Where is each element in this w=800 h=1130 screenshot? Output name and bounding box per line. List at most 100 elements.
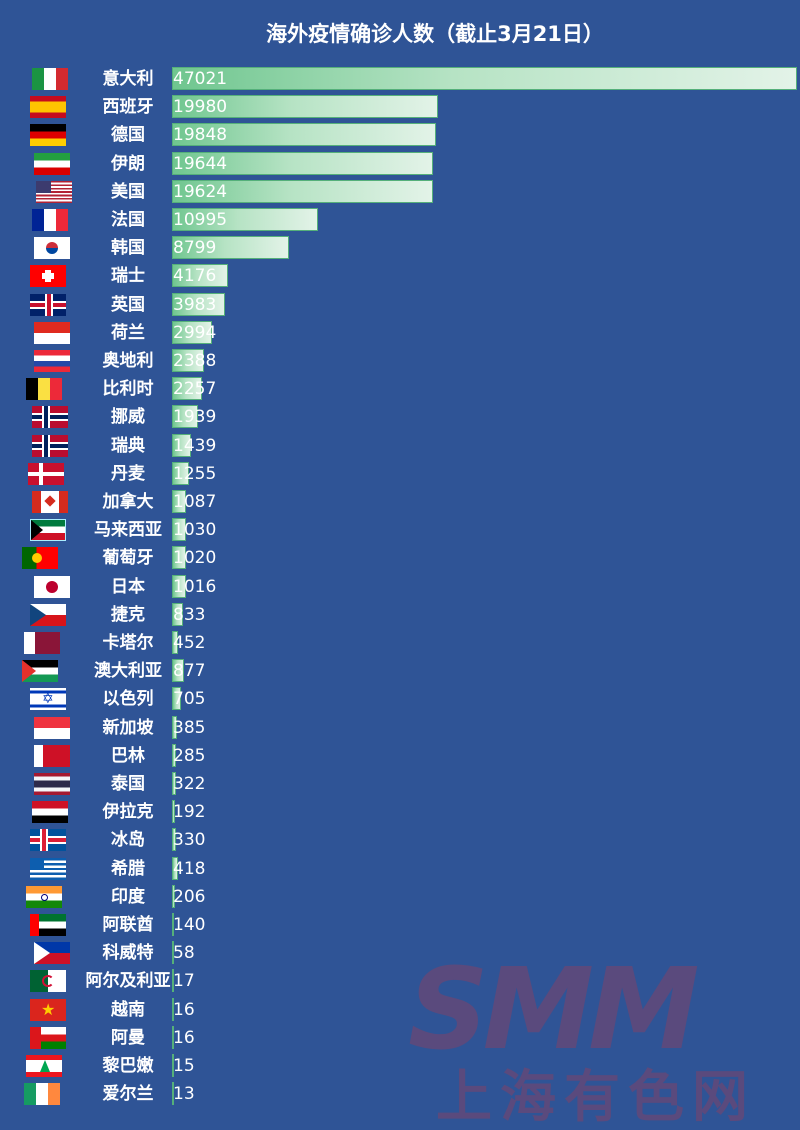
country-label: 葡萄牙 [102, 548, 154, 569]
flag-icon-iq [32, 801, 68, 824]
country-label: 伊拉克 [102, 802, 154, 823]
value-label: 16 [173, 999, 195, 1020]
country-label: 卡塔尔 [102, 633, 154, 653]
bar [172, 236, 289, 260]
flag-icon-ph [34, 942, 70, 965]
flag-icon-qa [24, 632, 60, 654]
flag-icon-fr [32, 209, 68, 231]
chart-row: 意大利 47021 [0, 65, 800, 93]
chart-row: 泰国 322 [0, 770, 800, 798]
country-label: 印度 [111, 886, 145, 907]
bar [172, 264, 228, 288]
value-label: 2257 [173, 379, 217, 400]
chart-row: 比利时 2257 [0, 375, 800, 403]
value-label: 452 [173, 633, 206, 653]
country-label: 阿尔及利亚 [85, 971, 171, 992]
bar [172, 884, 175, 908]
chart-row: 阿尔及利亚 17 [0, 967, 800, 995]
chart-row: 阿曼 16 [0, 1024, 800, 1052]
country-label: 科威特 [102, 943, 154, 964]
chart-row: 冰岛 330 [0, 826, 800, 854]
value-label: 385 [173, 717, 206, 738]
chart-row: 科威特 58 [0, 939, 800, 967]
value-label: 192 [173, 802, 206, 823]
flag-icon-no [32, 406, 68, 429]
country-label: 黎巴嫩 [102, 1056, 154, 1076]
country-label: 意大利 [102, 69, 154, 89]
chart-row: 黎巴嫩 15 [0, 1052, 800, 1080]
value-label: 8799 [173, 238, 217, 259]
country-label: 荷兰 [111, 322, 145, 343]
country-label: 泰国 [111, 774, 145, 794]
flag-icon-nl [34, 321, 70, 344]
value-label: 418 [173, 858, 206, 879]
value-label: 10995 [173, 210, 228, 230]
chart-row: 以色列 705 [0, 685, 800, 713]
flag-icon-om [30, 1026, 66, 1049]
flag-icon-dk [28, 462, 64, 485]
flag-icon-kr [34, 237, 70, 260]
bar [172, 772, 177, 795]
flag-icon-no [32, 434, 68, 457]
country-label: 巴林 [111, 745, 145, 766]
bar [172, 377, 202, 401]
country-label: 澳大利亚 [94, 661, 162, 682]
chart-row: 马来西亚 1030 [0, 516, 800, 544]
chart-row: 英国 3983 [0, 291, 800, 319]
value-label: 58 [173, 943, 195, 964]
chart-row: 捷克 833 [0, 601, 800, 629]
bar [172, 292, 225, 316]
chart-row: 伊朗 19644 [0, 150, 800, 178]
bar [172, 828, 177, 852]
flag-icon-de [30, 124, 66, 147]
bar [172, 405, 198, 429]
bar [172, 67, 797, 90]
flag-icon-bh [34, 744, 70, 767]
value-label: 1439 [173, 435, 217, 456]
bar [172, 941, 174, 965]
value-label: 1016 [173, 576, 217, 597]
chart-row: 伊拉克 192 [0, 798, 800, 826]
value-label: 833 [173, 604, 206, 625]
chart-row: 阿联酋 140 [0, 911, 800, 939]
bar [172, 179, 433, 203]
chart-row: 德国 19848 [0, 121, 800, 149]
flag-icon-gb [30, 293, 66, 316]
country-label: 以色列 [102, 689, 154, 710]
chart-row: 印度 206 [0, 883, 800, 911]
bar [172, 123, 436, 147]
country-label: 美国 [111, 181, 145, 202]
value-label: 877 [173, 661, 206, 682]
country-label: 韩国 [111, 238, 145, 259]
country-label: 德国 [111, 125, 145, 146]
chart-row: 加拿大 1087 [0, 488, 800, 516]
value-label: 2388 [173, 351, 217, 371]
bar [172, 95, 438, 119]
country-label: 阿联酋 [102, 915, 154, 935]
chart-title: 海外疫情确诊人数（截止3月21日） [266, 22, 604, 46]
bar [172, 574, 186, 598]
bar [172, 320, 212, 344]
value-label: 2994 [173, 322, 217, 343]
bar [172, 1025, 174, 1049]
country-label: 丹麦 [111, 463, 145, 484]
chart-row: 日本 1016 [0, 573, 800, 601]
flag-icon-es [30, 96, 66, 119]
value-label: 1939 [173, 407, 217, 428]
bar [172, 151, 434, 175]
country-label: 阿曼 [111, 1027, 145, 1048]
country-label: 挪威 [111, 407, 145, 428]
value-label: 705 [173, 689, 206, 710]
country-label: 希腊 [111, 858, 145, 879]
country-label: 法国 [111, 210, 145, 230]
bar [172, 1054, 174, 1077]
bar [172, 659, 184, 683]
country-label: 西班牙 [102, 97, 154, 118]
flag-icon-ie [24, 1083, 60, 1106]
bar [172, 913, 174, 936]
chart-row: 瑞典 1439 [0, 432, 800, 460]
flag-icon-dz [30, 970, 66, 993]
value-label: 15 [173, 1056, 195, 1076]
chart-row: 法国 10995 [0, 206, 800, 234]
value-label: 1020 [173, 548, 217, 569]
